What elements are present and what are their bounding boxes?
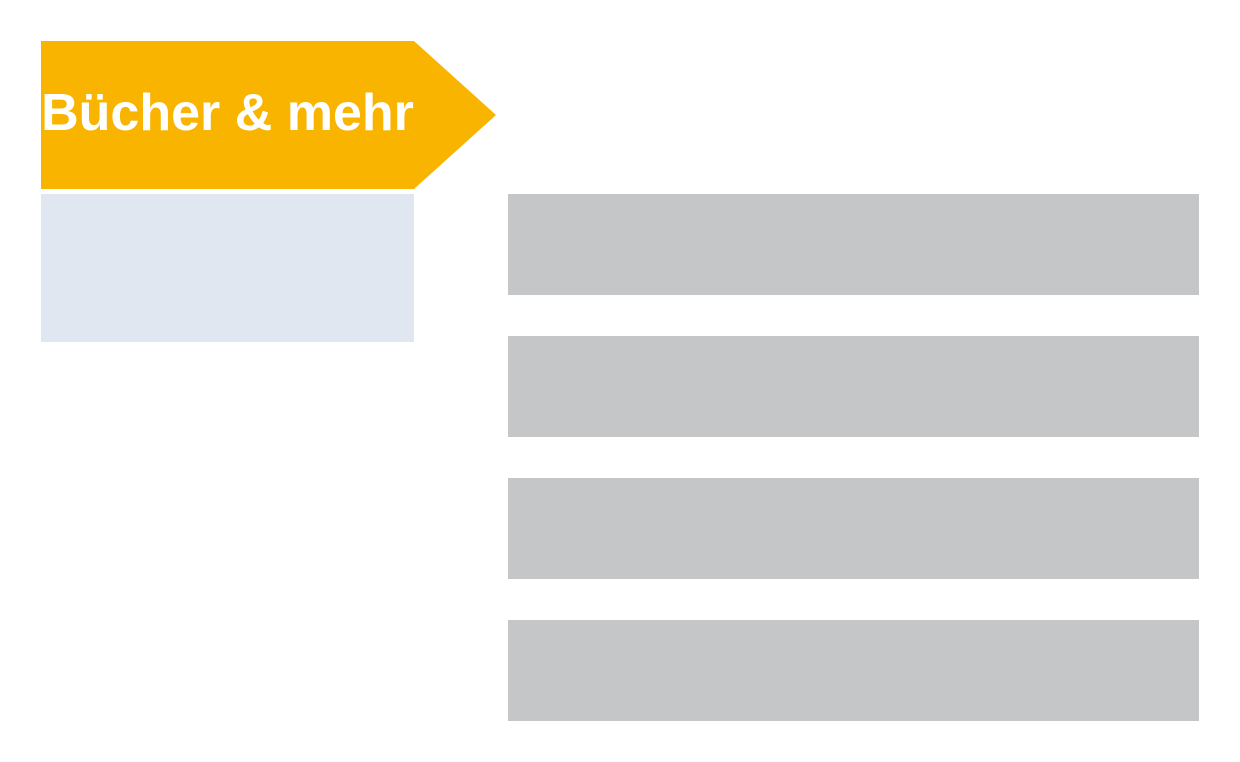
category-tab-buecher[interactable]: Bücher & mehr bbox=[41, 41, 496, 189]
list-item-placeholder bbox=[508, 478, 1199, 579]
list-item-placeholder bbox=[508, 620, 1199, 721]
arrow-tab-shape bbox=[41, 41, 496, 189]
arrow-tab-fill bbox=[41, 41, 496, 189]
content-list bbox=[508, 194, 1199, 762]
category-sub-panel bbox=[41, 194, 414, 342]
list-item-placeholder bbox=[508, 194, 1199, 295]
category-tab-label: Bücher & mehr bbox=[41, 84, 414, 142]
list-item-placeholder bbox=[508, 336, 1199, 437]
